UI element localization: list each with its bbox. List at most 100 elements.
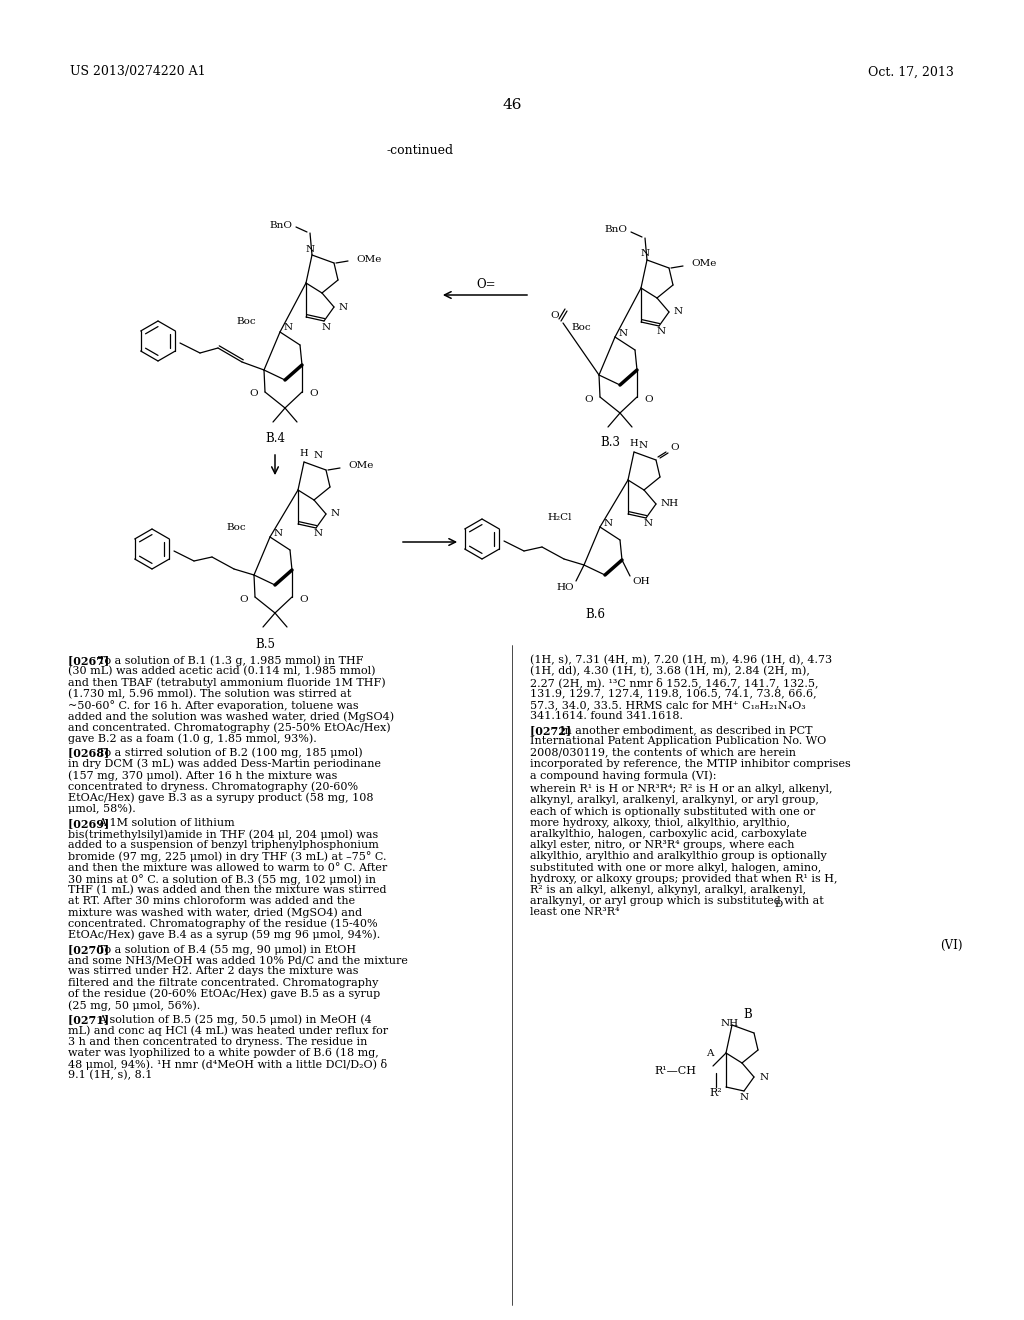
Text: To a solution of B.4 (55 mg, 90 μmol) in EtOH: To a solution of B.4 (55 mg, 90 μmol) in… — [98, 944, 356, 954]
Text: N: N — [284, 323, 293, 333]
Text: [0268]: [0268] — [68, 747, 121, 759]
Text: a compound having formula (VI):: a compound having formula (VI): — [530, 770, 717, 780]
Text: O: O — [670, 444, 679, 453]
Text: B.6: B.6 — [585, 609, 605, 622]
Text: N: N — [331, 510, 340, 519]
Text: [0270]: [0270] — [68, 944, 120, 954]
Text: (30 mL) was added acetic acid (0.114 ml, 1.985 mmol): (30 mL) was added acetic acid (0.114 ml,… — [68, 667, 376, 677]
Text: O=: O= — [476, 279, 496, 292]
Text: concentrated. Chromatography of the residue (15-40%: concentrated. Chromatography of the resi… — [68, 919, 378, 929]
Text: N: N — [618, 329, 628, 338]
Text: R²: R² — [710, 1088, 722, 1098]
Text: [0271]: [0271] — [68, 1014, 120, 1026]
Text: added and the solution was washed water, dried (MgSO4): added and the solution was washed water,… — [68, 711, 394, 722]
Text: In another embodiment, as described in PCT: In another embodiment, as described in P… — [560, 725, 813, 735]
Text: alkylthio, arylthio and aralkylthio group is optionally: alkylthio, arylthio and aralkylthio grou… — [530, 851, 826, 862]
Text: hydroxy, or alkoxy groups; provided that when R¹ is H,: hydroxy, or alkoxy groups; provided that… — [530, 874, 838, 884]
Text: BnO: BnO — [604, 226, 627, 235]
Text: N: N — [322, 322, 331, 331]
Text: was stirred under H2. After 2 days the mixture was: was stirred under H2. After 2 days the m… — [68, 966, 358, 977]
Text: substituted with one or more alkyl, halogen, amino,: substituted with one or more alkyl, halo… — [530, 862, 821, 873]
Text: added to a suspension of benzyl triphenylphosphonium: added to a suspension of benzyl tripheny… — [68, 841, 379, 850]
Text: NH: NH — [662, 499, 679, 508]
Text: International Patent Application Publication No. WO: International Patent Application Publica… — [530, 737, 826, 746]
Text: at RT. After 30 mins chloroform was added and the: at RT. After 30 mins chloroform was adde… — [68, 896, 355, 907]
Text: N: N — [656, 327, 666, 337]
Text: O: O — [585, 395, 593, 404]
Text: in dry DCM (3 mL) was added Dess-Martin periodinane: in dry DCM (3 mL) was added Dess-Martin … — [68, 759, 381, 770]
Text: O: O — [551, 310, 559, 319]
Text: mL) and conc aq HCl (4 mL) was heated under reflux for: mL) and conc aq HCl (4 mL) was heated un… — [68, 1026, 388, 1036]
Text: (VI): (VI) — [940, 939, 963, 952]
Text: bis(trimethylsilyl)amide in THF (204 μl, 204 μmol) was: bis(trimethylsilyl)amide in THF (204 μl,… — [68, 829, 378, 840]
Text: N: N — [314, 451, 324, 461]
Text: Oct. 17, 2013: Oct. 17, 2013 — [868, 66, 954, 78]
Text: least one NR³R⁴: least one NR³R⁴ — [530, 907, 620, 917]
Text: Boc: Boc — [226, 523, 246, 532]
Text: B: B — [743, 1008, 753, 1022]
Text: To a stirred solution of B.2 (100 mg, 185 μmol): To a stirred solution of B.2 (100 mg, 18… — [98, 747, 362, 758]
Text: O: O — [309, 389, 317, 399]
Text: O: O — [299, 594, 307, 603]
Text: B.4: B.4 — [265, 432, 285, 445]
Text: 57.3, 34.0, 33.5. HRMS calc for MH⁺ C₁₈H₂₁N₄O₃: 57.3, 34.0, 33.5. HRMS calc for MH⁺ C₁₈H… — [530, 700, 806, 710]
Text: (1.730 ml, 5.96 mmol). The solution was stirred at: (1.730 ml, 5.96 mmol). The solution was … — [68, 689, 351, 700]
Text: N: N — [339, 302, 348, 312]
Text: OH: OH — [632, 578, 649, 586]
Text: and then TBAF (tetrabutyl ammonium fluoride 1M THF): and then TBAF (tetrabutyl ammonium fluor… — [68, 677, 386, 688]
Text: (1H, s), 7.31 (4H, m), 7.20 (1H, m), 4.96 (1H, d), 4.73: (1H, s), 7.31 (4H, m), 7.20 (1H, m), 4.9… — [530, 655, 833, 665]
Text: A solution of B.5 (25 mg, 50.5 μmol) in MeOH (4: A solution of B.5 (25 mg, 50.5 μmol) in … — [98, 1014, 372, 1024]
Text: R¹—CH: R¹—CH — [654, 1067, 696, 1076]
Text: N: N — [674, 308, 683, 317]
Text: N: N — [760, 1072, 769, 1081]
Text: To a solution of B.1 (1.3 g, 1.985 mmol) in THF: To a solution of B.1 (1.3 g, 1.985 mmol)… — [98, 655, 364, 665]
Text: HO: HO — [556, 582, 574, 591]
Text: [0267]: [0267] — [68, 655, 121, 667]
Text: B.5: B.5 — [255, 639, 275, 652]
Text: THF (1 mL) was added and then the mixture was stirred: THF (1 mL) was added and then the mixtur… — [68, 884, 386, 895]
Text: A: A — [707, 1048, 714, 1057]
Text: A 1M solution of lithium: A 1M solution of lithium — [98, 818, 236, 828]
Text: OMe: OMe — [691, 260, 717, 268]
Text: water was lyophilized to a white powder of B.6 (18 mg,: water was lyophilized to a white powder … — [68, 1048, 379, 1059]
Text: (25 mg, 50 μmol, 56%).: (25 mg, 50 μmol, 56%). — [68, 1001, 201, 1011]
Text: Boc: Boc — [571, 322, 591, 331]
Text: aralkylthio, halogen, carboxylic acid, carboxylate: aralkylthio, halogen, carboxylic acid, c… — [530, 829, 807, 840]
Text: more hydroxy, alkoxy, thiol, alkylthio, arylthio,: more hydroxy, alkoxy, thiol, alkylthio, … — [530, 818, 790, 828]
Text: O: O — [240, 594, 248, 603]
Text: OMe: OMe — [348, 462, 374, 470]
Text: EtOAc/Hex) gave B.3 as a syrupy product (58 mg, 108: EtOAc/Hex) gave B.3 as a syrupy product … — [68, 792, 374, 803]
Text: incorporated by reference, the MTIP inhibitor comprises: incorporated by reference, the MTIP inhi… — [530, 759, 851, 768]
Text: O: O — [250, 389, 258, 399]
Text: 9.1 (1H, s), 8.1: 9.1 (1H, s), 8.1 — [68, 1071, 153, 1081]
Text: [0269]: [0269] — [68, 818, 121, 829]
Text: alkyl ester, nitro, or NR³R⁴ groups, where each: alkyl ester, nitro, or NR³R⁴ groups, whe… — [530, 841, 795, 850]
Text: 48 μmol, 94%). ¹H nmr (d⁴MeOH with a little DCl/D₂O) δ: 48 μmol, 94%). ¹H nmr (d⁴MeOH with a lit… — [68, 1059, 387, 1071]
Text: B.3: B.3 — [600, 437, 620, 450]
Text: N: N — [640, 249, 649, 259]
Text: N: N — [305, 244, 314, 253]
Text: -continued: -continued — [386, 144, 454, 157]
Text: H: H — [300, 450, 308, 458]
Text: N: N — [313, 529, 323, 539]
Text: (1H, dd), 4.30 (1H, t), 3.68 (1H, m), 2.84 (2H, m),: (1H, dd), 4.30 (1H, t), 3.68 (1H, m), 2.… — [530, 667, 810, 677]
Text: μmol, 58%).: μmol, 58%). — [68, 804, 136, 814]
Text: and some NH3/MeOH was added 10% Pd/C and the mixture: and some NH3/MeOH was added 10% Pd/C and… — [68, 956, 408, 965]
Text: 3 h and then concentrated to dryness. The residue in: 3 h and then concentrated to dryness. Th… — [68, 1036, 368, 1047]
Text: N: N — [274, 528, 283, 537]
Text: concentrated to dryness. Chromatography (20-60%: concentrated to dryness. Chromatography … — [68, 781, 358, 792]
Text: filtered and the filtrate concentrated. Chromatography: filtered and the filtrate concentrated. … — [68, 978, 379, 987]
Text: 341.1614. found 341.1618.: 341.1614. found 341.1618. — [530, 711, 683, 721]
Text: gave B.2 as a foam (1.0 g, 1.85 mmol, 93%).: gave B.2 as a foam (1.0 g, 1.85 mmol, 93… — [68, 734, 316, 744]
Text: bromide (97 mg, 225 μmol) in dry THF (3 mL) at –75° C.: bromide (97 mg, 225 μmol) in dry THF (3 … — [68, 851, 386, 862]
Text: [0272]: [0272] — [530, 725, 583, 737]
Text: aralkynyl, or aryl group which is substituted with at: aralkynyl, or aryl group which is substi… — [530, 896, 823, 907]
Text: 2.27 (2H, m). ¹³C nmr δ 152.5, 146.7, 141.7, 132.5,: 2.27 (2H, m). ¹³C nmr δ 152.5, 146.7, 14… — [530, 677, 818, 688]
Text: 30 mins at 0° C. a solution of B.3 (55 mg, 102 μmol) in: 30 mins at 0° C. a solution of B.3 (55 m… — [68, 874, 376, 884]
Text: (157 mg, 370 μmol). After 16 h the mixture was: (157 mg, 370 μmol). After 16 h the mixtu… — [68, 770, 337, 780]
Text: O: O — [644, 395, 652, 404]
Text: EtOAc/Hex) gave B.4 as a syrup (59 mg 96 μmol, 94%).: EtOAc/Hex) gave B.4 as a syrup (59 mg 96… — [68, 929, 380, 940]
Text: US 2013/0274220 A1: US 2013/0274220 A1 — [70, 66, 206, 78]
Text: 46: 46 — [502, 98, 522, 112]
Text: NH: NH — [721, 1019, 739, 1027]
